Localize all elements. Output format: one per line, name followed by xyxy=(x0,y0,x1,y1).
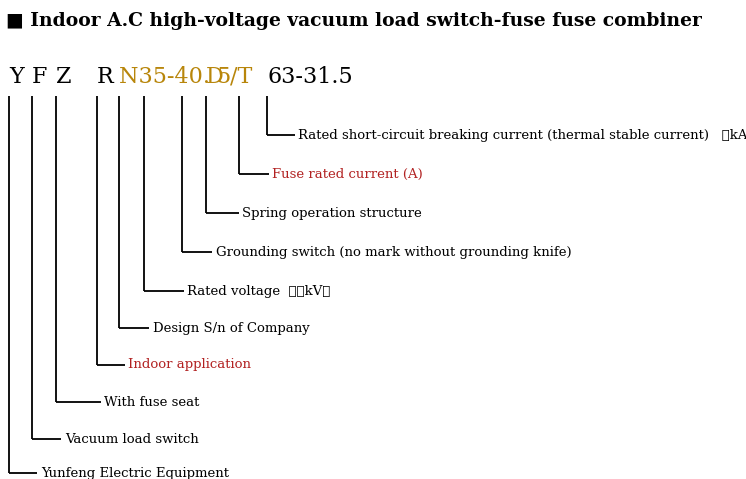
Text: Indoor application: Indoor application xyxy=(128,358,251,372)
Text: Z: Z xyxy=(56,66,72,88)
Text: Fuse rated current (A): Fuse rated current (A) xyxy=(272,168,423,181)
Text: F: F xyxy=(32,66,48,88)
Text: ■ Indoor A.C high-voltage vacuum load switch-fuse fuse combiner: ■ Indoor A.C high-voltage vacuum load sw… xyxy=(6,12,702,30)
Text: Yunfeng Electric Equipment: Yunfeng Electric Equipment xyxy=(41,467,229,479)
Text: /T: /T xyxy=(230,66,252,88)
Text: N35-40. 5: N35-40. 5 xyxy=(119,66,231,88)
Text: R: R xyxy=(97,66,113,88)
Text: Y: Y xyxy=(9,66,24,88)
Text: Rated voltage  　（kV）: Rated voltage （kV） xyxy=(187,285,330,298)
Text: Vacuum load switch: Vacuum load switch xyxy=(65,433,198,446)
Text: Design S/n of Company: Design S/n of Company xyxy=(153,321,310,335)
Text: Rated short-circuit breaking current (thermal stable current)   （kA）: Rated short-circuit breaking current (th… xyxy=(298,128,746,142)
Text: With fuse seat: With fuse seat xyxy=(104,396,200,409)
Text: Spring operation structure: Spring operation structure xyxy=(242,206,422,220)
Text: D: D xyxy=(206,66,224,88)
Text: Grounding switch (no mark without grounding knife): Grounding switch (no mark without ground… xyxy=(216,246,571,259)
Text: 63-31.5: 63-31.5 xyxy=(267,66,353,88)
